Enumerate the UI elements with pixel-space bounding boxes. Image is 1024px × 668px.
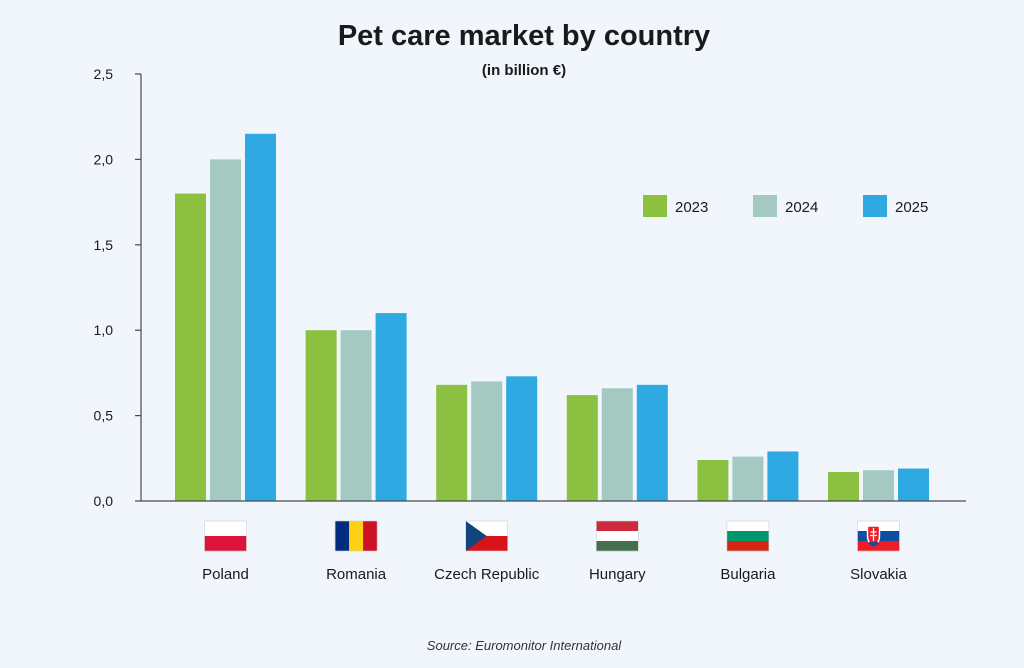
bulgaria-flag: [726, 520, 770, 552]
bar-hungary-2025: [636, 384, 668, 501]
bar-poland-2025: [245, 133, 276, 501]
y-tick-label: 0,5: [94, 408, 114, 424]
slovakia-flag: [857, 520, 900, 552]
legend-swatch: [863, 195, 887, 217]
bar-hungary-2023: [566, 395, 598, 501]
category-label-czech-republic: Czech Republic: [434, 566, 540, 583]
bar-czech-republic-2023: [436, 384, 468, 501]
y-tick-label: 1,5: [94, 237, 114, 253]
bar-bulgaria-2025: [767, 451, 799, 501]
category-label-hungary: Hungary: [589, 566, 646, 583]
category-label-bulgaria: Bulgaria: [720, 566, 776, 583]
bar-slovakia-2023: [828, 471, 859, 501]
bar-romania-2023: [305, 330, 337, 501]
bar-romania-2025: [375, 313, 407, 501]
bar-bulgaria-2024: [732, 456, 764, 501]
legend-label: 2025: [895, 199, 928, 216]
bar-bulgaria-2023: [697, 460, 729, 501]
legend: 2023 2024 2025: [643, 195, 928, 217]
legend-swatch: [643, 195, 667, 217]
bar-poland-2024: [210, 159, 241, 501]
y-tick-label: 2,5: [94, 66, 114, 82]
legend-item-2025: 2025: [863, 195, 928, 217]
bar-romania-2024: [340, 330, 372, 501]
category-label-poland: Poland: [202, 566, 249, 583]
category-label-slovakia: Slovakia: [850, 566, 907, 583]
poland-flag: [204, 520, 247, 552]
y-ticks: 0,0 0,5 1,0 1,5 2,0 2,5: [94, 66, 141, 509]
source-note: Source: Euromonitor International: [427, 638, 622, 653]
legend-item-2023: 2023: [643, 195, 708, 217]
bar-slovakia-2025: [898, 468, 929, 501]
chart-title: Pet care market by country: [338, 20, 710, 52]
flags: [204, 520, 900, 552]
bar-slovakia-2024: [863, 470, 894, 501]
legend-item-2024: 2024: [753, 195, 818, 217]
chart-subtitle: (in billion €): [482, 62, 566, 79]
legend-label: 2023: [675, 199, 708, 216]
category-label-romania: Romania: [326, 566, 387, 583]
y-tick-label: 2,0: [94, 151, 114, 167]
y-tick-label: 0,0: [94, 493, 114, 509]
romania-flag: [334, 520, 378, 552]
czech-flag: [465, 520, 509, 552]
bar-czech-republic-2025: [506, 376, 538, 501]
bar-poland-2023: [175, 193, 206, 501]
bars: [175, 133, 929, 501]
bar-czech-republic-2024: [471, 381, 503, 501]
legend-swatch: [753, 195, 777, 217]
y-tick-label: 1,0: [94, 322, 114, 338]
hungary-flag: [595, 520, 639, 552]
legend-label: 2024: [785, 199, 818, 216]
bar-hungary-2024: [601, 388, 633, 501]
category-labels: Poland Romania Czech Republic Hungary Bulgar…: [202, 566, 907, 583]
